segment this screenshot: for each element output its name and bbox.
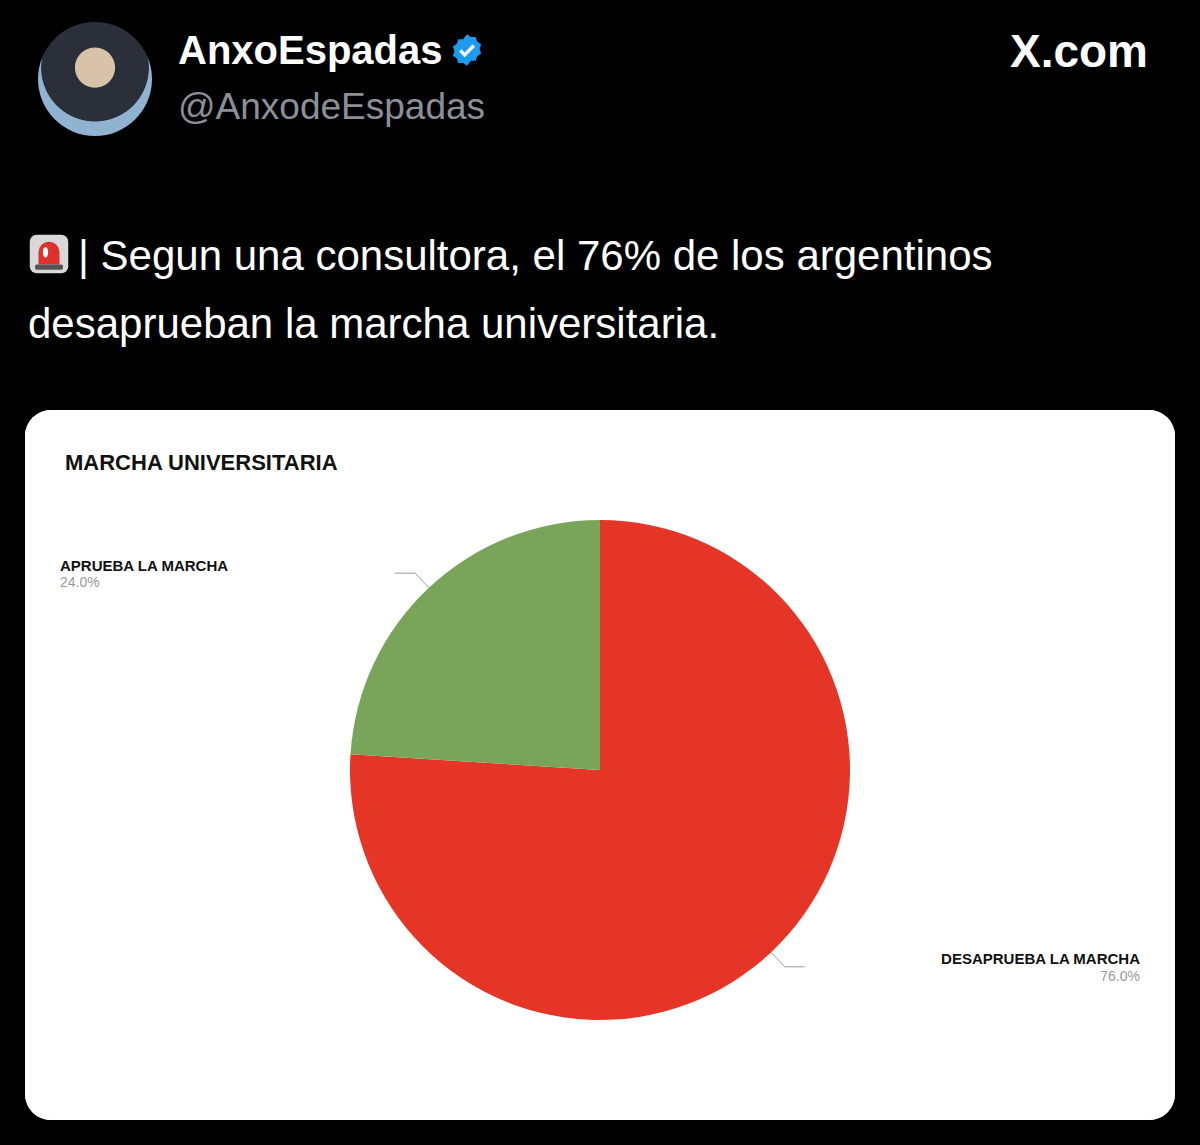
html-text:AnxoEspadas: AnxoEspadas bbox=[178, 28, 443, 72]
svg-text:DESAPRUEBA LA MARCHA: DESAPRUEBA LA MARCHA bbox=[941, 950, 1140, 967]
svg-text:MARCHA UNIVERSITARIA: MARCHA UNIVERSITARIA bbox=[65, 450, 338, 475]
html-text:X.com: X.com bbox=[1010, 25, 1148, 77]
svg-text:24.0%: 24.0% bbox=[60, 574, 100, 590]
svg-text:APRUEBA LA MARCHA: APRUEBA LA MARCHA bbox=[60, 557, 228, 574]
html-text:@AnxodeEspadas: @AnxodeEspadas bbox=[178, 86, 485, 127]
svg-text:76.0%: 76.0% bbox=[1100, 968, 1140, 984]
html-text:| Segun una consultora, el 76%: | Segun una consultora, el 76% de los ar… bbox=[28, 232, 993, 347]
